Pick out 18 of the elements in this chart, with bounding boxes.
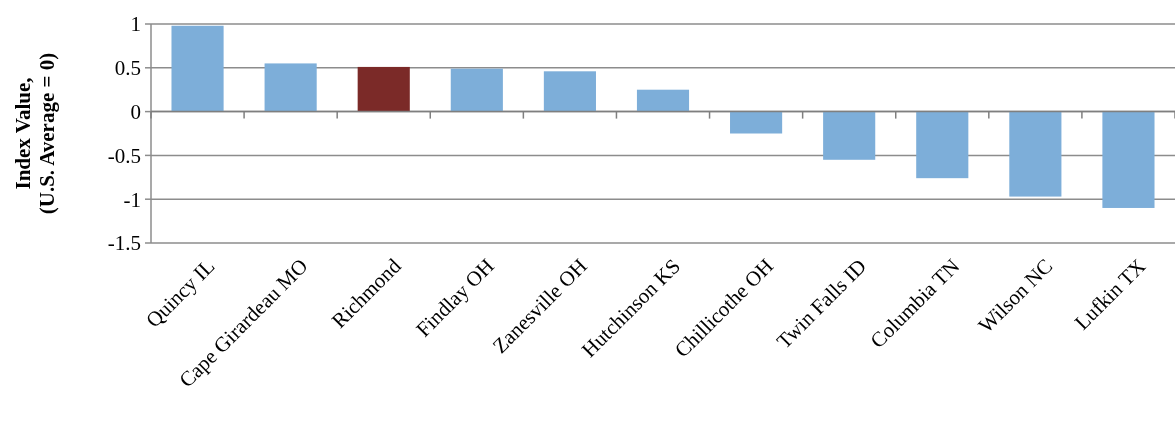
bar	[823, 111, 876, 160]
y-tick-label: 1	[130, 12, 141, 37]
y-tick-label: -1.5	[107, 231, 141, 256]
bar	[730, 111, 783, 134]
bar	[543, 71, 596, 112]
bar	[264, 63, 317, 112]
bar	[1009, 111, 1062, 197]
bar	[636, 89, 690, 112]
bar	[450, 68, 503, 112]
bar	[357, 66, 410, 112]
y-tick-label: -1	[123, 187, 141, 212]
bar	[916, 111, 969, 179]
y-tick-label: 0	[130, 99, 141, 124]
y-axis-title: Index Value, (U.S. Average = 0)	[11, 52, 59, 215]
y-tick-label: -0.5	[107, 143, 141, 168]
bar	[1102, 111, 1155, 208]
bar	[171, 25, 224, 112]
y-tick-label: 0.5	[114, 56, 141, 81]
